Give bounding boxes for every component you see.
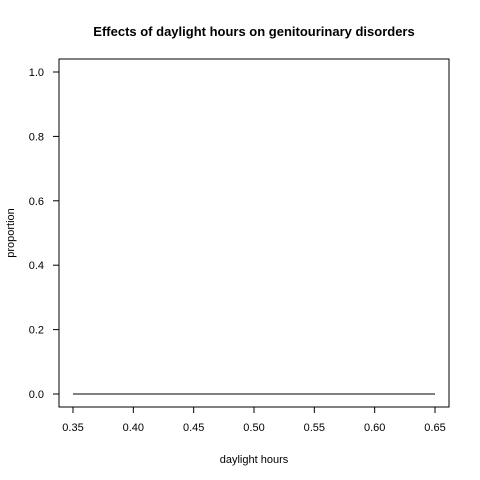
y-tick-label: 1.0 (29, 67, 44, 79)
x-axis-label: daylight hours (220, 454, 289, 466)
x-tick-label: 0.60 (364, 422, 385, 434)
chart-title: Effects of daylight hours on genitourina… (93, 24, 414, 39)
y-tick-label: 0.6 (29, 196, 44, 208)
x-tick-label: 0.45 (183, 422, 204, 434)
x-tick-label: 0.35 (62, 422, 83, 434)
y-tick-label: 0.2 (29, 325, 44, 337)
y-axis-label: proportion (5, 208, 17, 258)
y-axis: 0.0 0.2 0.4 0.6 0.8 1.0 (29, 67, 59, 401)
y-tick-label: 0.0 (29, 389, 44, 401)
x-tick-label: 0.50 (243, 422, 264, 434)
x-tick-label: 0.65 (424, 422, 445, 434)
y-tick-label: 0.4 (29, 260, 44, 272)
y-tick-label: 0.8 (29, 131, 44, 143)
x-tick-label: 0.55 (304, 422, 325, 434)
x-tick-label: 0.40 (123, 422, 144, 434)
x-axis: 0.35 0.40 0.45 0.50 0.55 0.60 0.65 (62, 407, 446, 434)
